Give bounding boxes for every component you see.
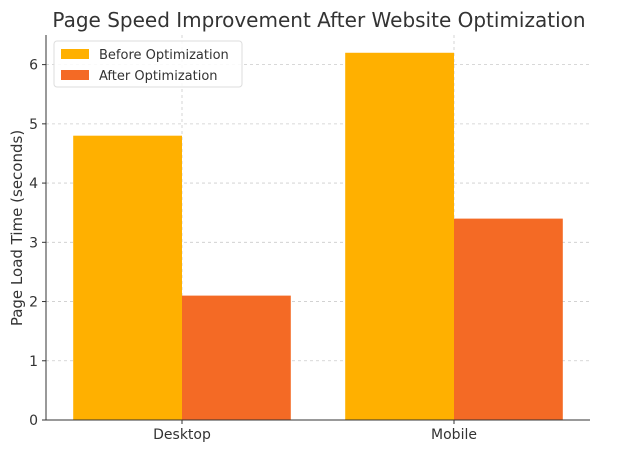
y-tick-label: 3: [29, 235, 38, 251]
x-tick-label: Desktop: [153, 427, 211, 443]
legend-swatch: [61, 49, 89, 59]
legend-box: [53, 40, 243, 88]
y-tick-label: 6: [29, 58, 38, 74]
y-tick-label: 4: [29, 176, 38, 192]
y-tick-label: 0: [29, 413, 38, 429]
legend-label: After Optimization: [99, 69, 218, 84]
chart-title: Page Speed Improvement After Website Opt…: [52, 8, 585, 32]
x-tick-label: Mobile: [431, 427, 477, 443]
bar-desktop-1: [182, 295, 291, 420]
legend-label: Before Optimization: [99, 48, 229, 63]
y-tick-label: 5: [29, 117, 38, 133]
axes: 0 1 2 3 4 5 6 Desktop Mobile: [29, 35, 590, 443]
bar-mobile-1: [454, 218, 563, 420]
legend: Before Optimization After Optimization: [53, 40, 243, 88]
y-tick-label: 1: [29, 354, 38, 370]
y-tick-label: 2: [29, 295, 38, 311]
y-axis-label: Page Load Time (seconds): [8, 130, 26, 326]
bars: [73, 52, 563, 421]
bar-desktop-0: [73, 135, 182, 420]
legend-swatch: [61, 70, 89, 80]
bar-mobile-0: [345, 52, 454, 421]
